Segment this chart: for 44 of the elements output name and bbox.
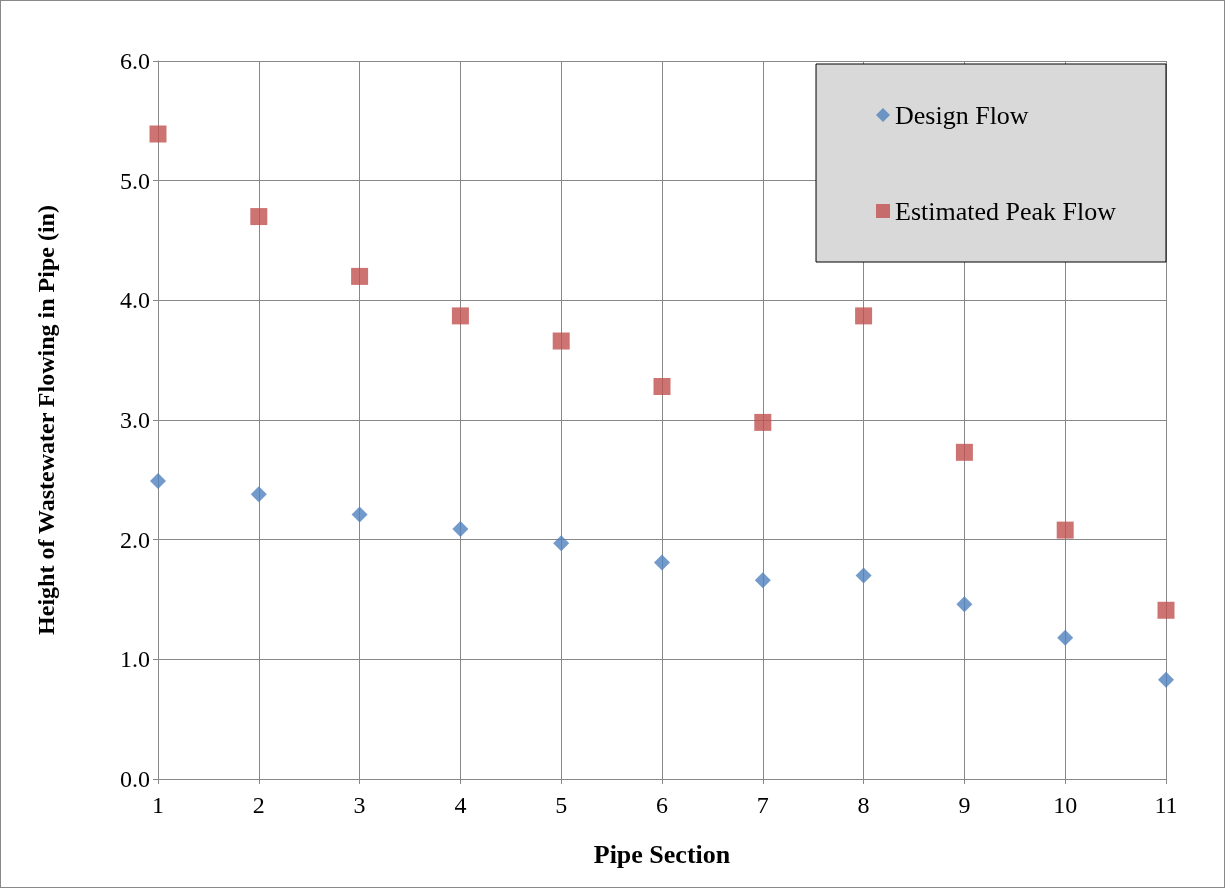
legend-label: Design Flow: [895, 100, 1029, 130]
point: [149, 125, 167, 143]
y-tick-label: 0.0: [120, 766, 150, 792]
point: [956, 596, 973, 613]
x-tick-label: 5: [555, 792, 568, 818]
point: [351, 267, 369, 285]
x-tick-label: 4: [454, 792, 467, 818]
y-tick-label: 5.0: [120, 167, 150, 194]
point: [250, 208, 268, 226]
point: [1157, 601, 1175, 619]
x-tick-label: 2: [252, 792, 265, 818]
point: [552, 332, 570, 350]
y-tick-label: 2.0: [120, 526, 150, 553]
x-tick-label: 7: [756, 792, 769, 818]
point: [653, 377, 671, 395]
x-tick-label: 3: [353, 792, 366, 818]
point: [553, 535, 570, 552]
y-tick-label: 4.0: [120, 287, 150, 314]
x-tick-label: 9: [958, 792, 971, 818]
x-axis-title: Pipe Section: [593, 839, 731, 869]
point: [1056, 521, 1074, 539]
point: [1158, 671, 1174, 688]
legend-label: Estimated Peak Flow: [895, 196, 1117, 226]
point: [855, 567, 872, 584]
x-tick-label: 10: [1053, 792, 1078, 818]
x-tick-label: 8: [857, 792, 870, 818]
point: [451, 307, 469, 325]
x-tick-label: 1: [152, 792, 164, 818]
point: [955, 443, 973, 461]
point: [351, 506, 368, 523]
point: [855, 307, 873, 325]
point: [1057, 629, 1074, 646]
point: [452, 520, 469, 537]
y-tick-label: 6.0: [120, 48, 150, 74]
y-axis-title: Height of Wastewater Flowing in Pipe (in): [33, 205, 59, 635]
point: [250, 486, 267, 503]
x-tick-label: 11: [1154, 792, 1178, 818]
point: [654, 554, 670, 571]
point: [754, 413, 772, 431]
x-tick-label: 6: [656, 792, 668, 818]
y-tick-label: 1.0: [120, 646, 150, 673]
point: [150, 473, 166, 490]
y-tick-label: 3.0: [120, 407, 150, 433]
point: [754, 572, 771, 589]
